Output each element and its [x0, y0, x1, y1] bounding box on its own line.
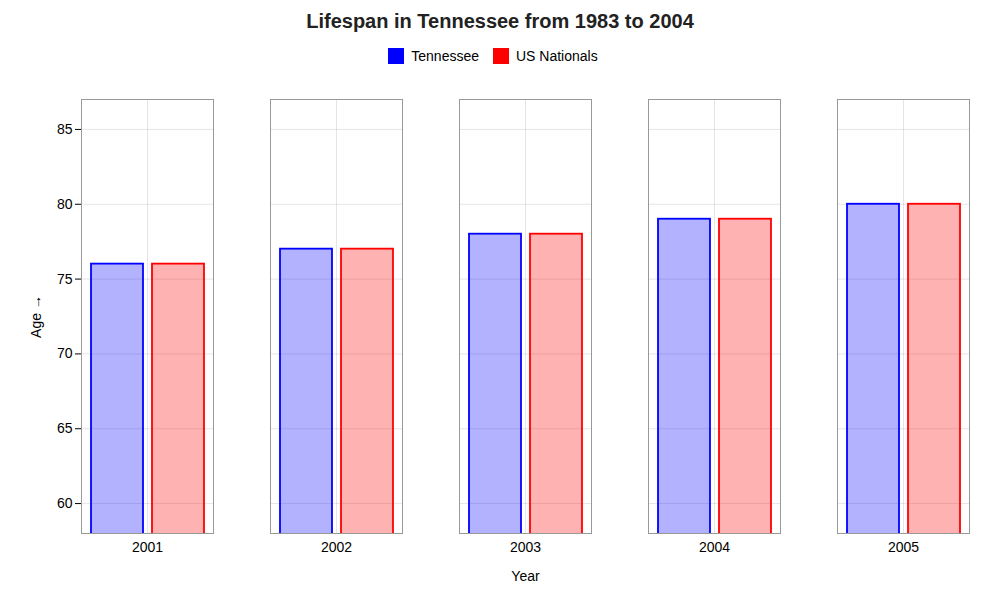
svg-text:2004: 2004	[699, 539, 730, 555]
svg-text:85: 85	[57, 121, 73, 137]
html-text:US Nationals: US Nationals	[516, 47, 598, 64]
svg-text:Year: Year	[511, 568, 540, 584]
html-text:Lifespan in Tennessee from 198: Lifespan in Tennessee from 1983 to 2004	[306, 10, 694, 32]
html-text:Tennessee: Tennessee	[411, 47, 479, 64]
svg-text:2002: 2002	[321, 539, 352, 555]
svg-text:65: 65	[57, 420, 73, 436]
svg-text:80: 80	[57, 196, 73, 212]
svg-text:2003: 2003	[510, 539, 541, 555]
svg-text:70: 70	[57, 345, 73, 361]
svg-text:Age →: Age →	[28, 295, 44, 338]
svg-text:2001: 2001	[132, 539, 163, 555]
svg-text:2005: 2005	[888, 539, 919, 555]
svg-text:60: 60	[57, 495, 73, 511]
svg-text:75: 75	[57, 271, 73, 287]
